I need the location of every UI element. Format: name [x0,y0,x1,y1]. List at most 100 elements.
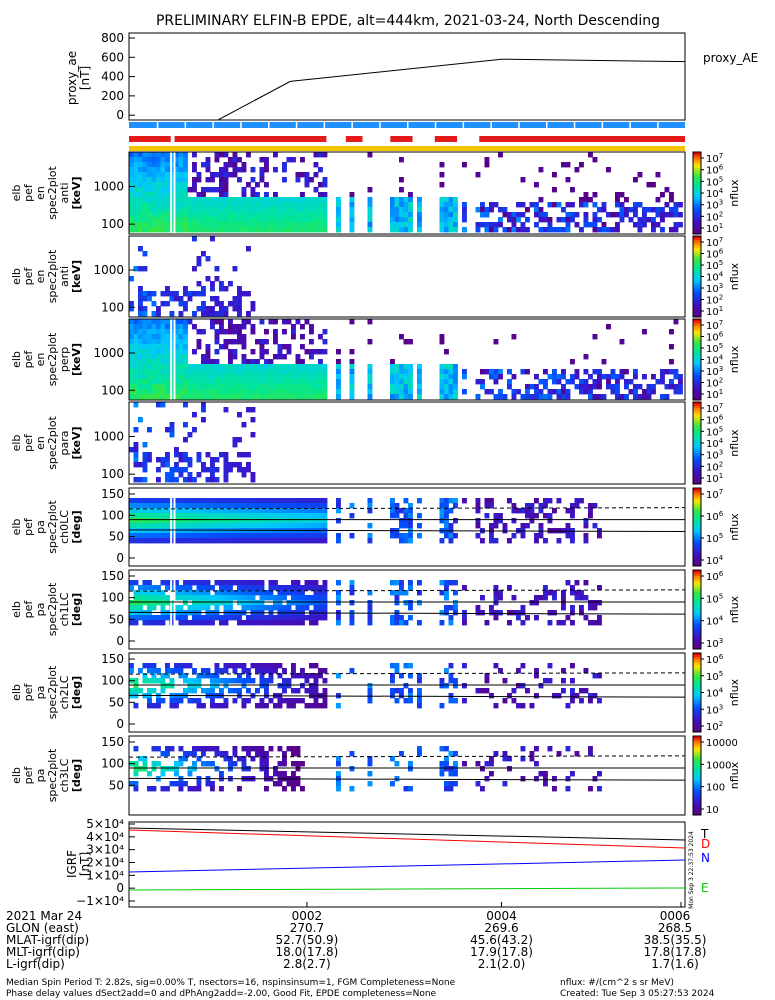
spec-cell [264,533,269,539]
spec-cell [561,678,566,684]
spec-cell [453,498,458,504]
colorbar-band [693,505,701,509]
spec-cell [286,157,292,163]
spec-cell [489,207,494,213]
spec-cell [241,344,247,350]
colorbar-band [693,298,701,302]
spec-cell [408,503,413,509]
spec-cell [133,528,139,534]
spec-cell [183,457,188,463]
spec-cell [192,349,197,355]
spec-cell [255,364,260,370]
spec-cell [273,394,278,400]
colorbar-band [693,503,701,507]
spec-cell [367,197,373,203]
spec-cell [453,518,458,524]
spec-cell [313,212,319,218]
spec-cell [349,212,355,218]
spec-cell [160,698,166,704]
colorbar-band [693,152,701,155]
spec-cell [534,673,539,679]
spec-cell [282,498,287,504]
spec-cell [151,673,157,679]
spec-cell [183,781,188,787]
spec-cell [133,508,139,514]
spec-cell [219,217,224,223]
spec-cell [174,462,179,468]
spec-cell [201,162,206,168]
spec-cell [183,528,188,534]
spec-cell [156,746,161,752]
spec-cell [583,615,589,621]
spec-cell [318,227,323,233]
spec-cell [309,518,314,524]
spec-cell [318,359,323,365]
spec-cell [543,227,548,233]
spec-cell [574,580,580,586]
spec-cell [520,610,526,616]
spec-cell [241,167,247,173]
spec-cell [678,222,683,228]
spec-cell [250,508,256,514]
spec-cell [394,389,400,395]
spec-cell [561,162,566,168]
spec-cell [183,369,188,375]
spec-cell [291,663,296,669]
spec-cell [268,585,274,591]
spec-cell [196,528,202,534]
spec-cell [201,673,206,679]
spec-cell [367,498,373,504]
spec-cell [264,663,269,669]
spec-cell [484,688,490,694]
spec-cell [147,678,152,684]
spec-cell [237,222,242,228]
spec-cell [286,703,292,709]
panel-en-para: 1000100elbpefenspec2plotpara[keV]1071061… [10,401,741,485]
spec-cell [147,523,152,529]
spec-cell [313,379,319,385]
spec-cell [570,538,575,544]
spec-cell [286,585,292,591]
spec-cell [160,538,166,544]
spec-cell [295,751,301,757]
spec-cell [210,311,215,317]
spec-cell [156,538,161,544]
spec-cell [232,389,238,395]
spec-cell [210,202,215,208]
spec-cell [444,364,449,370]
spec-cell [183,344,188,350]
spec-cell [282,615,287,621]
spec-cell [183,678,188,684]
spec-cell [210,698,215,704]
spec-cell [561,374,566,380]
spec-cell [133,379,139,385]
igrf-ytick-label: −1×10⁴ [76,894,124,908]
spec-cell [309,394,314,400]
colorbar-band [693,696,701,699]
status-bar-red [390,136,413,142]
spec-cell [313,590,319,596]
spec-cell [241,766,247,772]
spec-cell [309,503,314,509]
spec-cell [273,192,278,198]
spec-cell [601,359,607,365]
spec-cell [484,369,490,375]
spec-cell [174,452,179,458]
spec-cell [349,207,355,213]
spec-cell [228,513,233,519]
spec-cell [151,786,157,792]
spec-cell [669,379,674,385]
spec-cell [453,678,458,684]
colorbar-tick-label: 106 [706,653,724,666]
spec-cell [219,202,224,208]
spec-cell [520,703,526,709]
spec-cell [201,688,206,694]
spec-cell [552,508,557,514]
spec-cell [615,212,620,218]
colorbar-tick-label: 103 [706,637,723,650]
spec-cell [601,202,607,208]
colorbar-band [693,787,701,790]
spec-cell [187,296,193,302]
spec-cell [241,364,247,370]
